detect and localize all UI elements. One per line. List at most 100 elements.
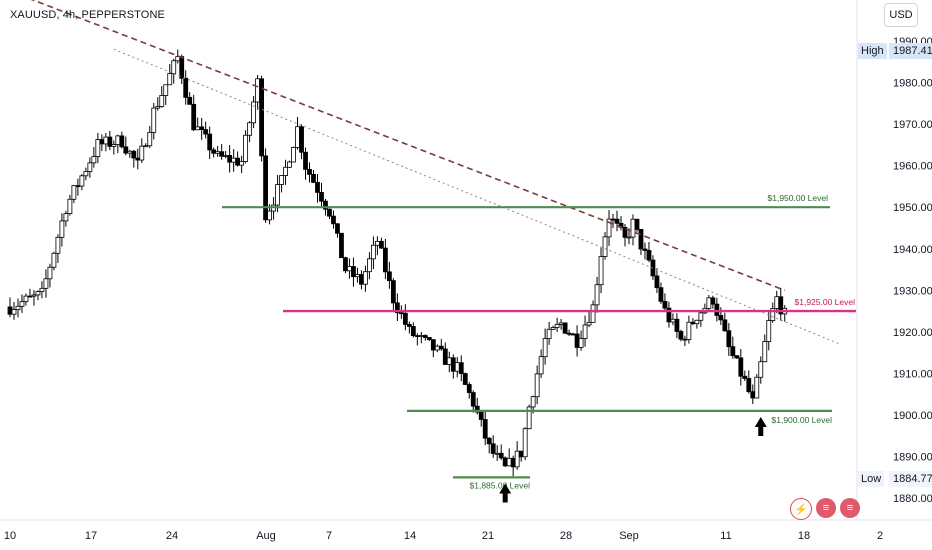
candle-body xyxy=(215,151,221,154)
candle-body xyxy=(670,318,676,323)
candle-body xyxy=(418,335,424,337)
candle-body xyxy=(75,185,81,188)
candle-body xyxy=(446,357,452,365)
candle-body xyxy=(303,151,308,170)
candle-body xyxy=(163,84,169,96)
lightning-icon[interactable]: ⚡ xyxy=(790,498,812,520)
candle-body xyxy=(746,378,752,393)
candle-body xyxy=(778,296,784,315)
candle-body xyxy=(610,218,616,221)
candle-body xyxy=(319,192,324,202)
candle-body xyxy=(211,149,217,154)
candle-body xyxy=(422,335,428,338)
x-tick-label: 14 xyxy=(404,530,416,542)
candle-body xyxy=(291,147,296,163)
candle-body xyxy=(578,338,584,348)
candle-body xyxy=(59,220,65,238)
candle-body xyxy=(410,326,416,337)
candle-body xyxy=(766,320,772,342)
candle-body xyxy=(710,297,716,305)
candle-body xyxy=(646,250,652,261)
candle-body xyxy=(634,218,640,230)
candle-body xyxy=(598,256,604,286)
candle-body xyxy=(510,457,516,468)
candle-body xyxy=(402,312,408,325)
candle-body xyxy=(478,411,484,420)
candle-body xyxy=(454,362,460,372)
candle-body xyxy=(103,136,109,145)
candle-body xyxy=(15,305,21,310)
candle-body xyxy=(7,306,13,315)
candle-body xyxy=(706,297,712,309)
dotted-trendline xyxy=(113,48,841,345)
candle-body xyxy=(79,175,85,187)
candle-body xyxy=(738,357,744,377)
candle-body xyxy=(458,362,464,374)
candle-body xyxy=(574,333,580,348)
x-tick-label: 7 xyxy=(326,530,332,542)
candle-body xyxy=(35,291,41,296)
candle-body xyxy=(19,301,25,307)
candle-body xyxy=(498,452,504,459)
candle-body xyxy=(462,373,468,385)
candle-body xyxy=(231,157,237,163)
candle-body xyxy=(83,170,89,177)
candle-body xyxy=(139,145,145,161)
candle-body xyxy=(430,339,436,351)
y-tick-label: 1970.00 xyxy=(893,119,932,131)
y-tick-label: 1880.00 xyxy=(893,493,932,505)
candle-body xyxy=(558,322,564,325)
x-tick-label: 17 xyxy=(85,530,97,542)
candle-body xyxy=(678,331,684,340)
candle-body xyxy=(698,312,704,321)
candle-body xyxy=(438,345,444,350)
candle-body xyxy=(594,284,600,306)
candle-body xyxy=(359,274,364,285)
candle-body xyxy=(279,175,284,185)
candle-body xyxy=(682,338,688,341)
currency-button[interactable]: USD xyxy=(884,3,918,27)
candle-body xyxy=(654,275,660,289)
candle-body xyxy=(375,240,380,246)
candle-body xyxy=(642,248,648,251)
candle-body xyxy=(554,324,560,328)
y-tick-label: 1960.00 xyxy=(893,161,932,173)
candle-body xyxy=(115,135,121,145)
candle-body xyxy=(490,443,496,454)
candle-body xyxy=(315,181,320,193)
candle-body xyxy=(722,319,728,332)
candle-body xyxy=(107,136,113,147)
candle-body xyxy=(734,355,740,359)
candle-body xyxy=(434,345,440,351)
y-tick-label: 1950.00 xyxy=(893,202,932,214)
candle-body xyxy=(426,337,432,341)
indicator-icon-2[interactable]: ≡ xyxy=(840,498,860,518)
x-tick-label: 28 xyxy=(560,530,572,542)
candle-body xyxy=(666,307,672,323)
x-tick-label: 11 xyxy=(720,530,731,542)
candle-body xyxy=(390,280,396,304)
candle-body xyxy=(562,322,568,334)
candle-body xyxy=(263,155,268,221)
candle-body xyxy=(223,155,229,157)
symbol-title: XAUUSD, 4h, PEPPERSTONE xyxy=(10,9,165,21)
candle-body xyxy=(235,157,241,166)
candle-body xyxy=(494,452,500,455)
y-tick-label: 1910.00 xyxy=(893,368,932,380)
candle-body xyxy=(99,139,105,145)
candle-body xyxy=(195,126,201,131)
x-tick-label: Sep xyxy=(619,530,639,542)
candle-body xyxy=(674,318,680,332)
candle-body xyxy=(658,287,664,302)
candle-body xyxy=(55,236,61,254)
candle-body xyxy=(518,450,524,458)
candle-body xyxy=(626,236,632,239)
candle-body xyxy=(718,315,724,321)
y-tick-label: 1920.00 xyxy=(893,327,932,339)
indicator-icon[interactable]: ≡ xyxy=(816,498,836,518)
candle-body xyxy=(239,161,245,166)
level-label: $1,925.00 Level xyxy=(795,297,856,307)
y-tick-label: 1940.00 xyxy=(893,244,932,256)
candle-body xyxy=(622,226,628,238)
